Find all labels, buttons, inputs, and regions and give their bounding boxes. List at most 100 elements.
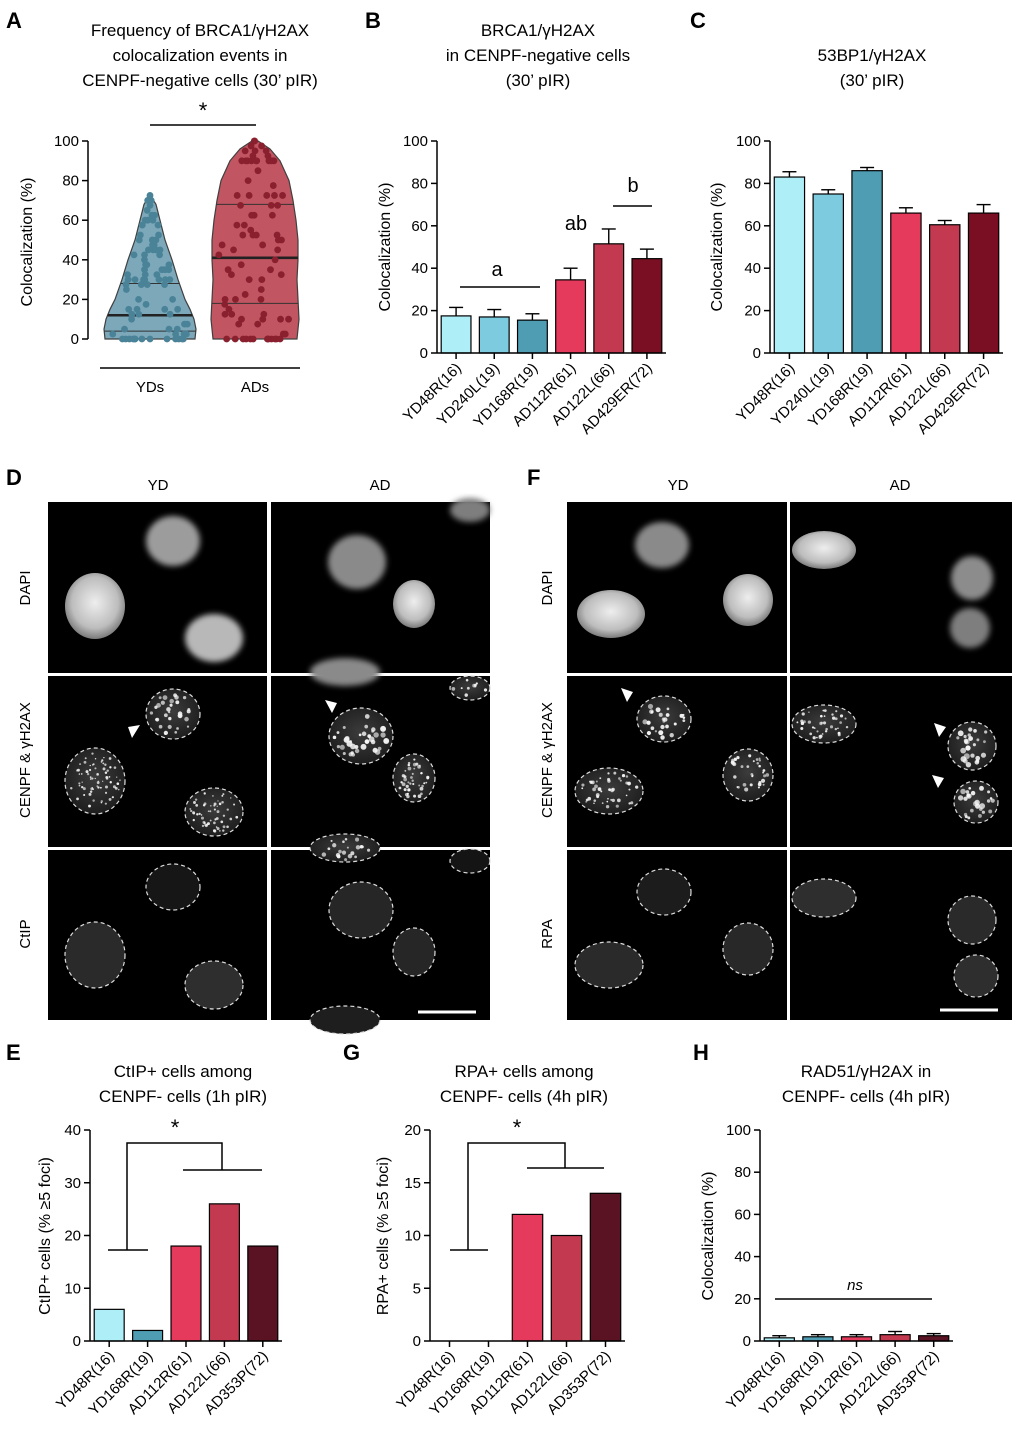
focus-spot — [758, 759, 762, 762]
focus-spot — [213, 821, 216, 825]
focus-spot — [750, 773, 754, 776]
focus-spot — [834, 727, 838, 731]
panel-a-violin-yds-data-point — [122, 281, 130, 288]
arrowhead-icon — [128, 725, 140, 738]
focus-spot — [606, 800, 609, 803]
panel-b-y-tick-label: 40 — [411, 260, 428, 277]
panel-e-bar — [208, 1203, 240, 1342]
panel-a-violin-ads-data-point — [258, 142, 266, 150]
panel-a-violin-yds-data-point — [135, 296, 142, 303]
panel-a-violin-yds-data-point — [125, 305, 133, 313]
focus-spot — [483, 688, 488, 692]
focus-spot — [596, 795, 600, 799]
focus-spot — [79, 763, 82, 766]
focus-spot — [749, 783, 753, 787]
panel-h-y-tick-label: 20 — [734, 1291, 751, 1308]
arrowhead-icon — [934, 723, 946, 737]
focus-spot — [346, 846, 349, 849]
focus-spot — [762, 769, 766, 772]
panel-a-violin-yds-data-point — [174, 305, 182, 313]
panel-a-violin-yds-data-point — [183, 330, 190, 338]
focus-spot — [184, 716, 189, 722]
focus-spot — [975, 803, 981, 809]
panel-e-title-line-1: CtIP+ cells among — [114, 1062, 252, 1081]
focus-spot — [655, 707, 661, 713]
focus-spot — [215, 817, 219, 820]
focus-spot — [100, 761, 103, 763]
panel-a-violin-yds-data-point — [128, 315, 136, 323]
focus-spot — [967, 733, 971, 737]
focus-spot — [762, 771, 765, 774]
nucleus-outline — [64, 921, 126, 989]
panel-letter-h: H — [693, 1040, 709, 1065]
focus-spot — [808, 711, 810, 713]
focus-spot — [198, 812, 201, 815]
focus-spot — [663, 717, 668, 722]
panel-a-y-tick-label: 20 — [62, 291, 79, 308]
focus-spot — [474, 685, 477, 688]
focus-spot — [230, 797, 232, 799]
panel-a-violin-ads-data-point — [244, 177, 252, 185]
focus-spot — [193, 801, 196, 804]
focus-spot — [229, 817, 233, 821]
focus-spot — [965, 761, 972, 768]
panel-a-violin-ads-data-point — [233, 192, 241, 199]
panel-a-violin-ads-data-point — [249, 335, 257, 343]
focus-spot — [374, 749, 381, 755]
focus-spot — [336, 745, 341, 749]
focus-spot — [383, 738, 390, 744]
panel-c-bar — [812, 193, 844, 354]
focus-spot — [88, 792, 92, 796]
panel-f-foci — [581, 703, 995, 820]
focus-spot — [91, 752, 94, 755]
panel-a-violin-ads-data-point — [228, 271, 235, 279]
panel-a-title-line-3: CENPF-negative cells (30’ pIR) — [82, 71, 318, 90]
panel-a-violin-ads-data-point — [267, 201, 275, 209]
focus-spot — [226, 825, 229, 829]
panel-a-violin-yds-data-point — [131, 276, 139, 283]
focus-spot — [581, 783, 585, 787]
focus-spot — [630, 801, 634, 805]
panel-g-title-line-1: RPA+ cells among — [454, 1062, 593, 1081]
panel-a-violin-ads-data-point — [215, 251, 223, 259]
panel-a-violin-ads-data-point — [251, 137, 259, 145]
panel-e-bar — [247, 1245, 279, 1342]
focus-spot — [76, 769, 79, 772]
panel-a-violin-ads-data-point — [264, 335, 271, 343]
focus-spot — [831, 716, 836, 720]
panel-a-violin-yds-data-point — [156, 251, 164, 259]
panel-c-title-line-1: 53BP1/γH2AX — [818, 46, 927, 65]
arrowhead-icon — [621, 688, 633, 702]
nucleus-outline — [574, 767, 644, 815]
focus-spot — [979, 807, 983, 811]
nucleus-outline — [449, 848, 491, 874]
panel-d-row-cenpf: CENPF & γH2AX — [17, 702, 34, 818]
focus-spot — [650, 726, 655, 731]
focus-spot — [593, 802, 595, 805]
focus-spot — [585, 801, 587, 803]
panel-a-violin-ads-data-point — [225, 305, 233, 313]
focus-spot — [660, 724, 665, 730]
focus-spot — [464, 693, 468, 697]
focus-spot — [737, 785, 740, 789]
focus-spot — [746, 765, 750, 768]
focus-spot — [222, 825, 226, 829]
panel-d-col-yd: YD — [148, 477, 169, 494]
focus-spot — [401, 782, 406, 787]
focus-spot — [765, 773, 770, 777]
panel-a-violin-yds-data-point — [149, 216, 157, 224]
panel-h-y-tick-label: 0 — [743, 1333, 751, 1350]
focus-spot — [619, 779, 622, 782]
focus-spot — [175, 700, 180, 705]
panel-g-plot-area: 05101520YD48R(16)YD168R(19)AD112R(61)AD1… — [393, 1122, 625, 1419]
focus-spot — [829, 725, 834, 729]
panel-h-plot-area: 020406080100YD48R(16)YD168R(19)AD112R(61… — [723, 1122, 953, 1419]
panel-a-violin-yds-data-point — [166, 310, 174, 318]
focus-spot — [412, 782, 415, 786]
focus-spot — [986, 799, 991, 803]
panel-a-violin-ads-data-point — [276, 335, 284, 343]
panel-a-violin-ads-data-point — [274, 236, 282, 244]
panel-a-violin-ads-data-point — [252, 231, 260, 239]
focus-spot — [965, 790, 970, 794]
panel-a-violin-ads-data-point — [218, 241, 226, 249]
